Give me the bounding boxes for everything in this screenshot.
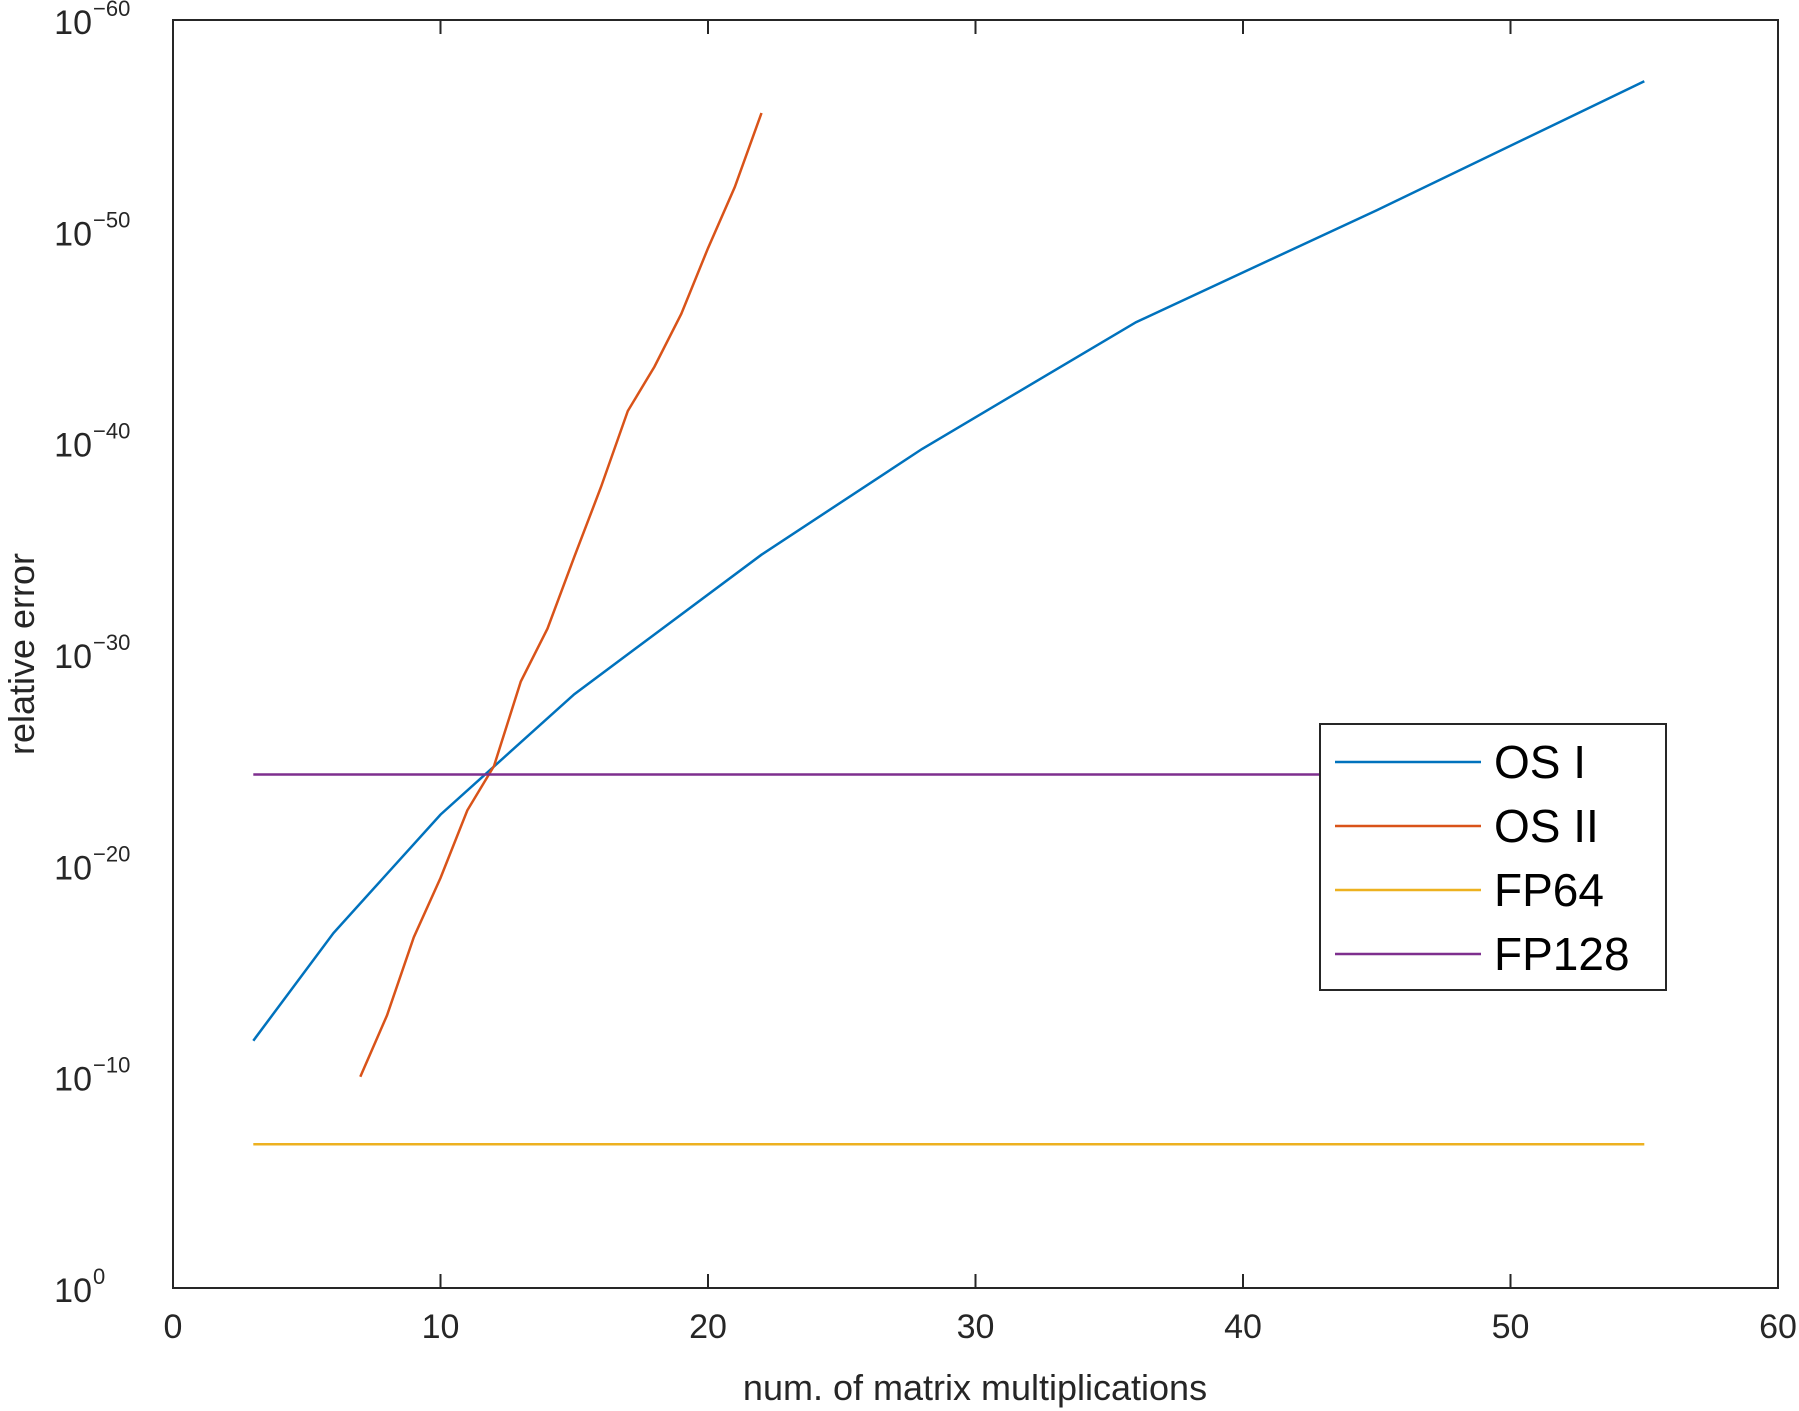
legend-label: FP64: [1494, 864, 1604, 916]
y-axis-label: relative error: [1, 553, 42, 755]
legend-box: [1319, 723, 1667, 991]
x-tick-label: 10: [422, 1308, 460, 1346]
legend-items: OS I OS II FP64 FP128: [1335, 736, 1630, 980]
plot-area: [172, 19, 1779, 1289]
y-tick-label: 10: [54, 427, 92, 465]
y-tick-exponent: −50: [93, 207, 130, 232]
legend-label: OS I: [1494, 736, 1586, 788]
x-tick-label: 60: [1759, 1308, 1797, 1346]
legend-label: FP128: [1494, 928, 1630, 980]
y-tick-exponent: −20: [93, 841, 130, 866]
y-tick-label: 10: [54, 4, 92, 42]
x-tick-label: 30: [957, 1308, 995, 1346]
x-tick-label: 50: [1492, 1308, 1530, 1346]
legend: OS I OS II FP64 FP128: [1319, 723, 1667, 991]
x-tick-label: 0: [164, 1308, 183, 1346]
series-line: [252, 80, 1645, 1042]
y-tick-exponent: −40: [93, 419, 130, 444]
series-line: [359, 112, 763, 1078]
y-tick-label: 10: [54, 638, 92, 676]
y-tick-label: 10: [54, 1272, 92, 1310]
x-tick-label: 20: [689, 1308, 727, 1346]
y-tick-exponent: −30: [93, 630, 130, 655]
x-axis-label: num. of matrix multiplications: [743, 1367, 1207, 1408]
y-tick-exponent: 0: [93, 1264, 105, 1289]
y-tick-label: 10: [54, 1061, 92, 1099]
y-tick-label: 10: [54, 849, 92, 887]
x-tick-label: 40: [1224, 1308, 1262, 1346]
legend-label: OS II: [1494, 800, 1599, 852]
y-tick-exponent: −60: [93, 0, 130, 21]
y-tick-label: 10: [54, 215, 92, 253]
y-tick-exponent: −10: [93, 1053, 130, 1078]
